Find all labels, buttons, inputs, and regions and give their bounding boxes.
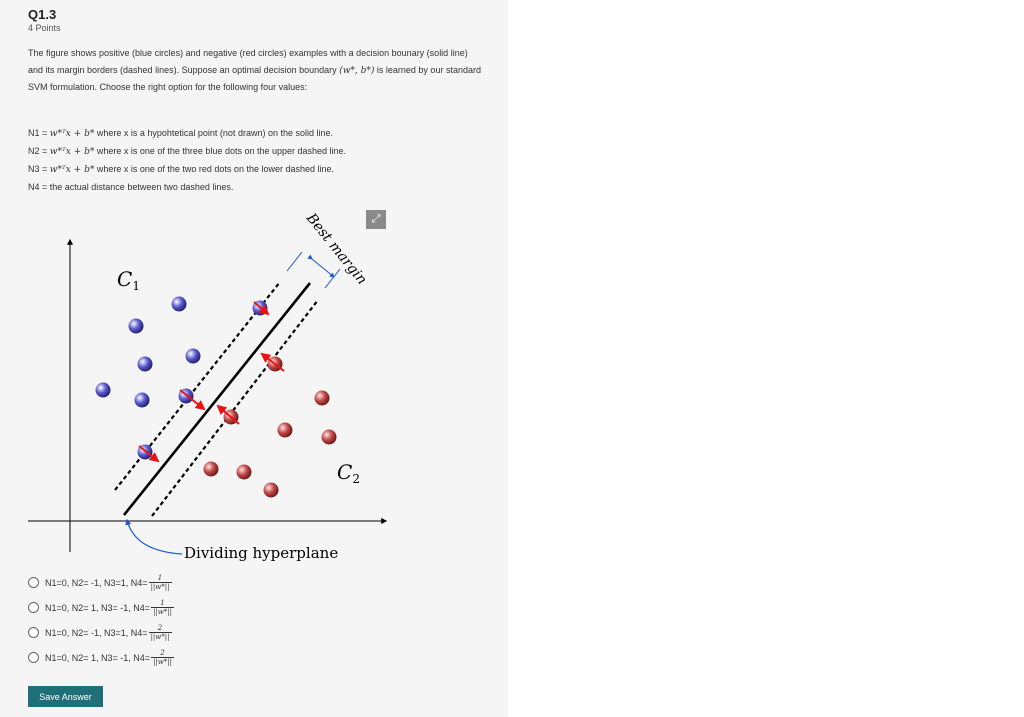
option-fraction: 2 ||w*|| [148,624,172,641]
save-answer-button[interactable]: Save Answer [28,686,103,707]
radio-button[interactable] [28,627,39,638]
expand-icon[interactable]: ⤢ [366,210,386,229]
positive-point [185,348,201,364]
radio-button[interactable] [28,577,39,588]
distance-arrow [253,301,270,316]
answer-option[interactable]: N1=0, N2= 1, N3= -1, N4= 2 ||w*|| [28,645,174,670]
option-text: N1=0, N2= 1, N3= -1, N4= [45,652,151,663]
negative-point [203,461,219,477]
option-fraction: 1 ||w*|| [148,574,172,591]
hyperplane-label: Dividing hyperplane [184,544,338,562]
answer-option[interactable]: N1=0, N2= -1, N3=1, N4= 1 ||w*|| [28,570,174,595]
negative-point [277,422,293,438]
margin-width-arrow [307,254,335,278]
radio-button[interactable] [28,602,39,613]
margin-tick-left [286,251,303,272]
class-label-c1: C1 [117,267,140,293]
best-margin-label: Best margin [302,210,370,288]
prompt-text-start: The figure shows positive (blue circles)… [28,48,468,75]
definition-n3: N3 = w*ᵀx + b* where x is one of the two… [28,164,335,175]
negative-point [263,482,279,498]
question-title: Q1.3 [28,7,57,22]
definition-n4: N4 = the actual distance between two das… [28,182,234,192]
positive-point [128,318,144,334]
answer-option[interactable]: N1=0, N2= -1, N3=1, N4= 2 ||w*|| [28,620,174,645]
option-text: N1=0, N2= -1, N3=1, N4= [45,627,148,638]
positive-point [95,382,111,398]
option-text: N1=0, N2= 1, N3= -1, N4= [45,602,151,613]
negative-point [236,464,252,480]
radio-button[interactable] [28,652,39,663]
negative-point [314,390,330,406]
class-label-c2: C2 [337,460,360,486]
hyperplane-pointer [125,518,183,555]
negative-point [321,429,337,445]
definitions-list: N1 = w*ᵀx + b* where x is a hypohtetical… [28,125,346,196]
definition-n2: N2 = w*ᵀx + b* where x is one of the thr… [28,146,347,157]
distance-arrow [216,404,240,425]
answer-option[interactable]: N1=0, N2= 1, N3= -1, N4= 1 ||w*|| [28,595,174,620]
option-text: N1=0, N2= -1, N3=1, N4= [45,577,148,588]
prompt-text-end: is learned by our standard SVM formulati… [28,64,481,93]
question-panel: Q1.3 4 Points The figure shows positive … [0,0,508,717]
option-fraction: 2 ||w*|| [151,649,174,666]
distance-arrow [260,352,285,372]
question-prompt: The figure shows positive (blue circles)… [28,45,483,96]
option-fraction: 1 ||w*|| [151,599,174,616]
distance-arrow [138,445,160,463]
answer-options: N1=0, N2= -1, N3=1, N4= 1 ||w*|| N1=0, N2… [28,570,174,670]
definition-n1: N1 = w*ᵀx + b* where x is a hypohtetical… [28,128,333,139]
positive-point [137,356,153,372]
positive-point [171,296,187,312]
prompt-math: (w*, b*) [339,65,375,76]
distance-arrow [179,389,206,411]
decision-boundary [122,282,312,516]
margin-tick-right [324,268,341,289]
lower-margin-line [151,299,319,517]
positive-point [134,392,150,408]
svm-figure: C1 C2 Best margin Dividing hyperplane [28,210,388,562]
question-points: 4 Points [28,23,61,33]
